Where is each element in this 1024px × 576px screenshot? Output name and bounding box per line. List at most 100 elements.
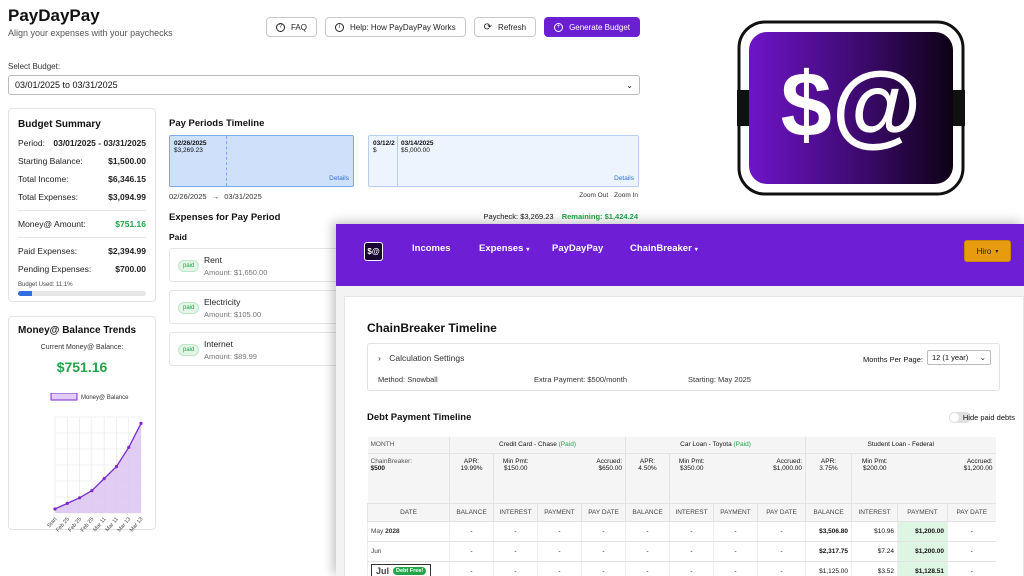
area-fill <box>55 423 141 513</box>
details-link[interactable]: Details <box>329 175 349 182</box>
starting-value: May 2025 <box>718 375 751 384</box>
pay-period-date: 03/14/2025 <box>401 140 434 147</box>
table-cell: - <box>947 541 996 562</box>
refresh-button[interactable]: ⟳ Refresh <box>473 17 537 37</box>
accrued-label: Accrued: <box>776 457 802 465</box>
table-cell: - <box>757 521 806 542</box>
faq-button[interactable]: ? FAQ <box>265 17 317 37</box>
balance-trends-card: Money@ Balance Trends Current Money@ Bal… <box>8 316 156 533</box>
pending-expenses-value: $700.00 <box>115 264 146 274</box>
chevron-down-icon: ▾ <box>995 248 999 255</box>
table-cell: - <box>713 561 758 576</box>
calculation-settings-toggle[interactable]: › Calculation Settings <box>378 353 464 363</box>
table-cell: - <box>625 541 670 562</box>
data-point <box>65 501 69 505</box>
expense-amount: Amount: $1,650.00 <box>204 268 268 277</box>
zoom-controls: Zoom Out Zoom In <box>579 192 638 199</box>
data-point <box>102 477 106 481</box>
details-link[interactable]: Details <box>614 175 634 182</box>
expense-amount: Amount: $105.00 <box>204 310 262 319</box>
apr-cell: APR: 3.75% <box>805 453 852 504</box>
column-header: PAY DATE <box>581 503 626 522</box>
zoom-out-button[interactable]: Zoom Out <box>579 192 609 199</box>
budget-summary-card: Budget Summary Period: 03/01/2025 - 03/3… <box>8 108 156 302</box>
paid-expenses-row: Paid Expenses: $2,394.99 <box>18 246 146 256</box>
table-cell: - <box>449 561 494 576</box>
debt-name: Credit Card - Chase <box>499 441 557 449</box>
months-per-page-select[interactable]: 12 (1 year) ⌄ <box>927 350 991 365</box>
expense-item[interactable]: paid Electricity Amount: $105.00 <box>169 290 344 324</box>
period-row: Period: 03/01/2025 - 03/31/2025 <box>18 138 146 148</box>
pending-expenses-row: Pending Expenses: $700.00 <box>18 264 146 274</box>
nav-logo-text: $@ <box>367 247 380 256</box>
debt-group-header: Student Loan - Federal <box>805 437 996 454</box>
pay-period-block[interactable]: 02/26/2025 $3,269.23 Details <box>169 135 354 187</box>
year-label: 2028 <box>385 527 400 535</box>
accrued-value: $650.00 <box>598 464 623 472</box>
nav-chainbreaker[interactable]: ChainBreaker ▾ <box>630 243 698 254</box>
chevron-down-icon: ⌄ <box>979 353 986 362</box>
timeline-marker <box>397 136 398 186</box>
table-cell: - <box>669 521 714 542</box>
apr-label: APR: <box>463 457 480 465</box>
table-cell: - <box>493 561 538 576</box>
user-name: Hiro <box>976 246 992 256</box>
table-cell: - <box>625 521 670 542</box>
table-columns-row: DATE BALANCE INTEREST PAYMENT PAY DATE B… <box>367 503 996 522</box>
timeline-marker <box>226 136 227 186</box>
chainbreaker-amount-cell: ChainBreaker: $500 <box>367 453 450 504</box>
zoom-in-button[interactable]: Zoom In <box>614 192 638 199</box>
column-header: INTEREST <box>851 503 898 522</box>
month-cell: Jul Debt Free! <box>367 561 450 576</box>
column-header: INTEREST <box>493 503 538 522</box>
faq-label: FAQ <box>290 22 307 32</box>
min-value: $200.00 <box>863 464 887 472</box>
total-income-value: $6,346.15 <box>108 174 146 184</box>
budget-used-progress <box>18 291 146 296</box>
user-menu-button[interactable]: Hiro ▾ <box>964 240 1011 262</box>
nav-expenses[interactable]: Expenses ▾ <box>479 243 529 254</box>
pay-period-info: 03/14/2025 $5,000.00 <box>401 140 434 154</box>
hide-paid-toggle[interactable] <box>949 412 971 423</box>
nav-paydaypay[interactable]: PayDayPay <box>552 243 604 254</box>
extra-payment-label: Extra Payment: <box>534 375 586 384</box>
data-point <box>53 507 57 511</box>
app-tagline: Align your expenses with your paychecks <box>8 28 173 38</box>
money-at-logo: $@ <box>737 20 965 196</box>
paycheck-summary: Paycheck: $3,269.23 Remaining: $1,424.24 <box>484 212 638 221</box>
budget-select[interactable]: 03/01/2025 to 03/31/2025 ⌄ <box>8 75 640 95</box>
total-income-label: Total Income: <box>18 174 69 184</box>
month-label: May <box>371 527 384 535</box>
paid-status: (Paid) <box>733 441 751 449</box>
expense-item[interactable]: paid Internet Amount: $89.99 <box>169 332 344 366</box>
chevron-down-icon: ▾ <box>694 247 698 253</box>
debt-name: Student Loan - Federal <box>867 441 935 449</box>
nav-incomes[interactable]: Incomes <box>412 243 451 254</box>
table-cell: - <box>449 521 494 542</box>
money-amount-row: Money@ Amount: $751.16 <box>18 219 146 229</box>
debt-name: Car Loan - Toyota <box>680 441 732 449</box>
nav-expenses-label: Expenses <box>479 243 524 254</box>
min-value: $350.00 <box>680 464 704 472</box>
debt-group-header: Car Loan - Toyota (Paid) <box>625 437 806 454</box>
pay-period-date: 03/12/2 <box>373 140 395 147</box>
generate-budget-button[interactable]: + Generate Budget <box>544 17 640 37</box>
page-title: ChainBreaker Timeline <box>367 321 497 335</box>
min-value: $150.00 <box>504 464 528 472</box>
help-button[interactable]: i Help: How PayDayPay Works <box>324 17 466 37</box>
pay-period-block[interactable]: 03/12/2 $ 03/14/2025 $5,000.00 Details <box>368 135 639 187</box>
column-header: INTEREST <box>669 503 714 522</box>
arrow-right-icon: → <box>211 192 220 201</box>
nav-logo[interactable]: $@ <box>364 242 383 261</box>
accrued-cell: Accrued: $1,200.00 <box>947 453 996 504</box>
expense-item[interactable]: paid Rent Amount: $1,650.00 <box>169 248 344 282</box>
column-header: PAY DATE <box>757 503 806 522</box>
column-header: BALANCE <box>625 503 670 522</box>
paid-section-label: Paid <box>169 232 187 242</box>
legend-label: Money@ Balance <box>81 395 129 401</box>
apr-cell: APR: 19.99% <box>449 453 494 504</box>
series-line <box>54 423 142 510</box>
divider <box>18 237 146 238</box>
chevron-down-icon: ⌄ <box>626 80 633 90</box>
